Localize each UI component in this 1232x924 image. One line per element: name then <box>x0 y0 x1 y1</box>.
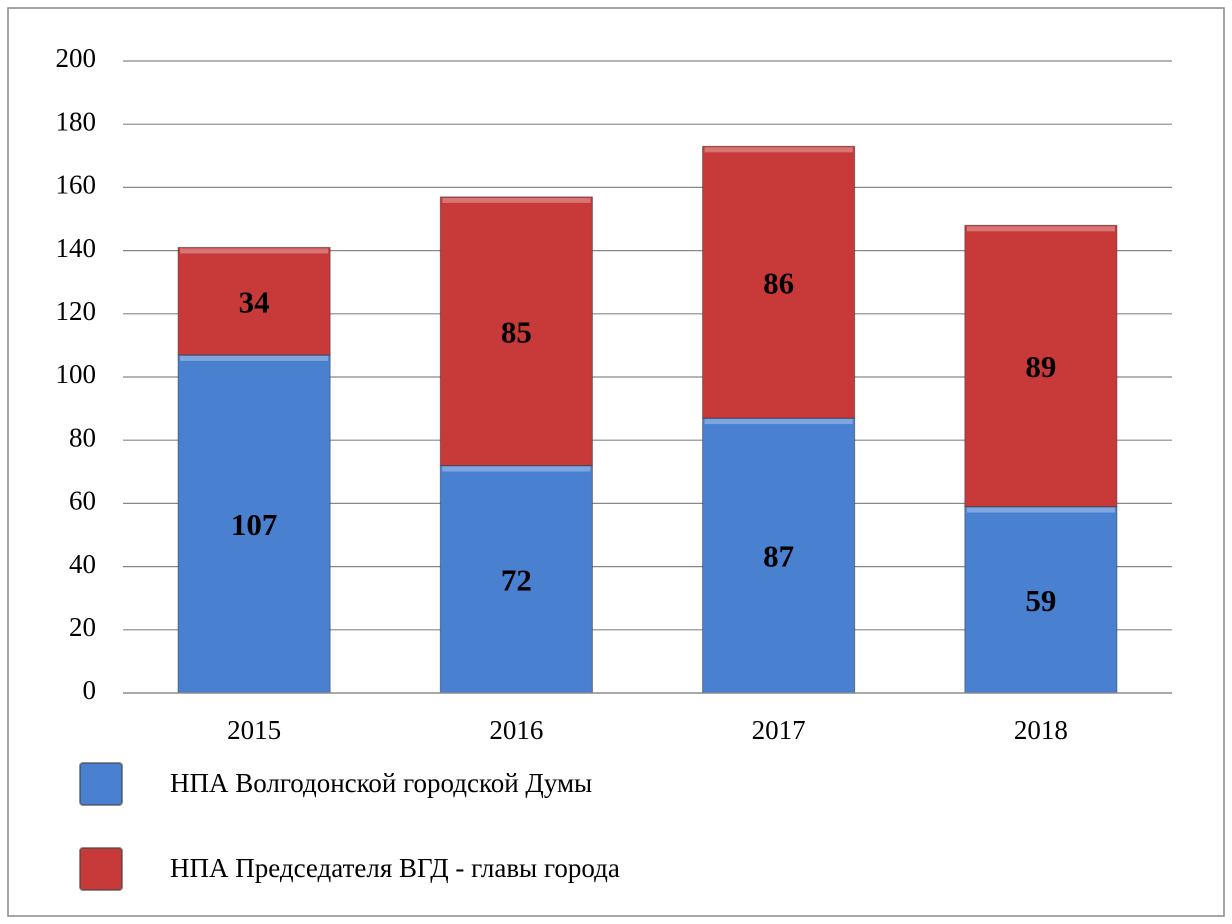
y-tick-label: 100 <box>56 359 97 389</box>
y-tick-label: 80 <box>69 422 96 452</box>
y-tick-label: 0 <box>83 675 97 705</box>
data-label: 59 <box>1025 583 1056 618</box>
data-label: 89 <box>1025 349 1056 384</box>
bar-highlight <box>442 197 591 203</box>
y-tick-label: 140 <box>56 233 97 263</box>
bar-highlight <box>442 466 591 472</box>
data-label: 72 <box>501 562 532 597</box>
x-tick-label: 2018 <box>1014 715 1068 745</box>
x-tick-label: 2016 <box>489 715 543 745</box>
bar-highlight <box>704 147 853 153</box>
data-label: 34 <box>239 284 270 319</box>
bar-highlight <box>966 507 1115 513</box>
y-tick-label: 200 <box>56 43 97 73</box>
bar-segment <box>439 464 593 694</box>
x-tick-label: 2015 <box>227 715 281 745</box>
y-tick-label: 40 <box>69 549 96 579</box>
y-tick-label: 60 <box>69 486 96 516</box>
y-tick-label: 20 <box>69 612 96 642</box>
bar-highlight <box>180 248 329 254</box>
legend-label: НПА Волгодонской городской Думы <box>170 768 592 798</box>
legend-label: НПА Председателя ВГД - главы города <box>170 853 620 883</box>
y-tick-label: 180 <box>56 106 97 136</box>
legend-swatch <box>79 762 123 806</box>
bar-segment <box>964 506 1118 694</box>
bar-segment <box>177 246 331 356</box>
data-label: 87 <box>763 539 794 574</box>
bar-highlight <box>966 226 1115 232</box>
legend-swatch <box>79 847 123 891</box>
x-tick-label: 2017 <box>752 715 806 745</box>
bar-highlight <box>704 419 853 425</box>
bar-segment <box>177 354 331 694</box>
data-label: 85 <box>501 314 532 349</box>
y-tick-label: 160 <box>56 170 97 200</box>
bar-segment <box>964 224 1118 508</box>
bar-highlight <box>180 355 329 361</box>
bar-segment <box>702 145 856 419</box>
y-tick-label: 120 <box>56 296 97 326</box>
bar-segment <box>439 196 593 466</box>
bar-segment <box>702 417 856 694</box>
data-label: 107 <box>231 507 278 542</box>
data-label: 86 <box>763 265 794 300</box>
